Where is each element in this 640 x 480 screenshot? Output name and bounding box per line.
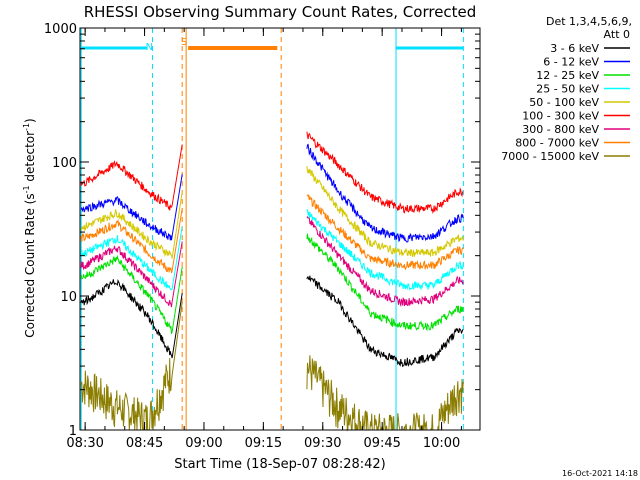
y-axis-label-sup2: -1 (22, 123, 31, 131)
axes: 08:30 08:45 09:00 09:15 09:30 09:45 10:00 1 10 10… (44, 22, 481, 451)
y-axis-label-sup1: -1 (22, 185, 31, 193)
y-tick-label: 1000 (44, 22, 77, 37)
series-line-pre (80, 191, 183, 259)
legend-label: 50 - 100 keV (529, 96, 599, 109)
series-lines (80, 131, 464, 432)
legend-label: 300 - 800 keV (522, 123, 599, 136)
series-line-post (306, 131, 464, 215)
y-tick-label: 10 (60, 290, 77, 305)
series-line-pre (80, 174, 183, 241)
plot-frame (79, 27, 481, 431)
chart-title: RHESSI Observing Summary Count Rates, Co… (84, 3, 477, 21)
y-tick-label: 1 (69, 424, 77, 439)
x-tick-label: 09:15 (245, 436, 282, 451)
saa-flag-label: S (181, 37, 187, 48)
x-tick-label: 08:30 (66, 436, 103, 451)
y-axis-label-part3: ) (23, 118, 37, 123)
legend-label: 3 - 6 keV (550, 42, 599, 55)
x-tick-label: 09:30 (304, 436, 341, 451)
legend-label: 6 - 12 keV (543, 56, 599, 69)
series-line-pre (80, 208, 183, 274)
series-line-post (306, 208, 464, 291)
x-axis-label: Start Time (18-Sep-07 08:28:42) (174, 457, 385, 472)
y-axis-label-part2: detector (23, 131, 37, 186)
x-tick-label: 09:00 (185, 436, 222, 451)
series-line-pre (80, 279, 183, 359)
series-line-pre (80, 226, 183, 291)
series-line-post (306, 143, 464, 243)
y-tick-label: 100 (52, 156, 77, 171)
series-line-post (306, 216, 464, 308)
footer-timestamp: 16-Oct-2021 14:18 (562, 469, 638, 478)
legend-label: 800 - 7000 keV (515, 137, 599, 150)
legend-title-1: Det 1,3,4,5,6,9, (546, 15, 632, 28)
series-line-pre (80, 241, 183, 308)
y-axis-label-part1: Corrected Count Rate (s (23, 193, 37, 337)
legend-label: 12 - 25 keV (536, 69, 599, 82)
x-tick-label: 10:00 (423, 436, 460, 451)
series-line-post (306, 275, 464, 368)
y-axis-label: Corrected Count Rate (s-1 detector-1) (22, 118, 37, 337)
series-line-pre (80, 144, 183, 211)
legend-label: 25 - 50 keV (536, 83, 599, 96)
night-flag-label: N (146, 42, 153, 53)
legend-title-2: Att 0 (604, 28, 630, 41)
x-tick-label: 09:45 (363, 436, 400, 451)
series-line-pre (80, 254, 183, 334)
series-line-pre (80, 302, 183, 431)
legend-label: 7000 - 15000 keV (501, 150, 599, 163)
legend-label: 100 - 300 keV (522, 110, 599, 123)
series-line-post (306, 166, 464, 258)
series-line-post (306, 193, 464, 271)
series-line-post (306, 233, 464, 332)
series-line-post (306, 355, 464, 432)
x-tick-label: 08:45 (126, 436, 163, 451)
